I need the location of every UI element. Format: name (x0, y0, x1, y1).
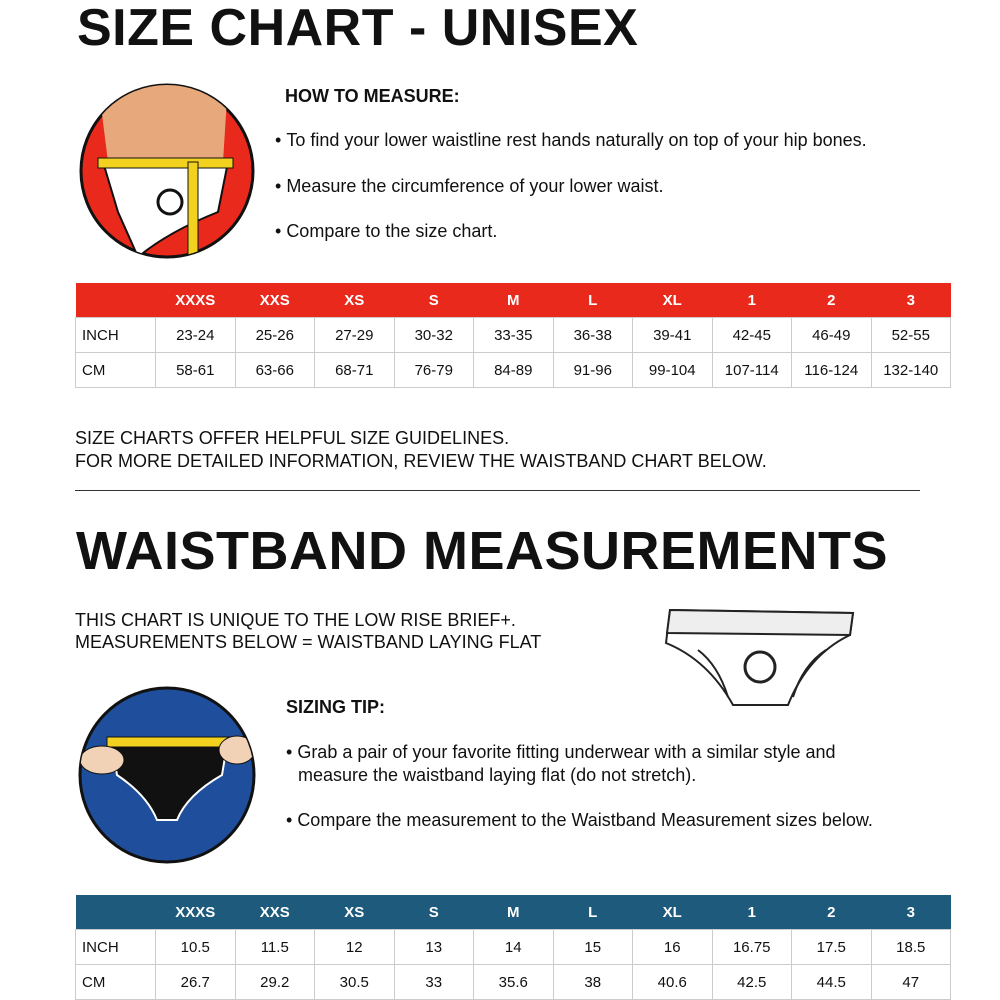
cell: 52-55 (870, 317, 951, 353)
header-cell: M (473, 283, 553, 318)
cell: 46-49 (791, 317, 872, 353)
cell: 33-35 (473, 317, 554, 353)
header-cell: L (553, 895, 633, 930)
cell: 15 (552, 929, 633, 965)
cell: 99-104 (632, 352, 713, 388)
header-cell: 3 (871, 895, 951, 930)
cell: 107-114 (711, 352, 792, 388)
cell: 33 (393, 964, 474, 1000)
cell: 91-96 (552, 352, 633, 388)
bullet: Compare to the size chart. (275, 220, 967, 243)
cell: 84-89 (473, 352, 554, 388)
cell: 47 (870, 964, 951, 1000)
heading: SIZING TIP: (286, 697, 385, 717)
bullet: To find your lower waistline rest hands … (275, 129, 967, 152)
cell: 23-24 (155, 317, 236, 353)
brief-illustration (664, 608, 855, 706)
note: FOR MORE DETAILED INFORMATION, REVIEW TH… (75, 451, 767, 471)
header-cell: 1 (712, 283, 792, 318)
row: CM 26.7 29.2 30.5 33 35.6 38 40.6 42.5 44.5 47 (75, 964, 951, 1000)
cell: 30.5 (314, 964, 395, 1000)
cell: 11.5 (234, 929, 315, 965)
cell: 10.5 (155, 929, 236, 965)
header-cell: XXS (235, 283, 315, 318)
cell: 42-45 (711, 317, 792, 353)
bullet: Compare the measurement to the Waistband… (286, 809, 978, 832)
cell: 16.75 (711, 929, 792, 965)
cell: 132-140 (870, 352, 951, 388)
title: SIZE CHART - UNISEX (77, 0, 639, 57)
row-label: CM (75, 352, 156, 388)
cell: 36-38 (552, 317, 633, 353)
intro: THIS CHART IS UNIQUE TO THE LOW RISE BRI… (75, 610, 516, 630)
cell: 40.6 (632, 964, 713, 1000)
header-cell (75, 895, 156, 930)
cell: 17.5 (791, 929, 872, 965)
header-cell: XXXS (155, 895, 235, 930)
cell: 14 (473, 929, 554, 965)
size-table: XXXS XXS XS S M L XL 1 2 3 INCH 23-24 25-26 27-29 30-3… (75, 283, 951, 388)
header-row: XXXS XXS XS S M L XL 1 2 3 (75, 283, 951, 318)
cell: 35.6 (473, 964, 554, 1000)
note: SIZE CHARTS OFFER HELPFUL SIZE GUIDELINE… (75, 428, 510, 448)
header-cell: 2 (791, 895, 871, 930)
header-cell: M (473, 895, 553, 930)
bullet: Grab a pair of your favorite fitting und… (286, 741, 898, 787)
header-cell: XXS (235, 895, 315, 930)
title: WAISTBAND MEASUREMENTS (76, 521, 889, 581)
cell: 29.2 (234, 964, 315, 1000)
row-label: INCH (75, 929, 156, 965)
header-cell: L (553, 283, 633, 318)
header-cell: 3 (871, 283, 951, 318)
divider (75, 490, 920, 491)
cell: 42.5 (711, 964, 792, 1000)
measure-illustration (79, 83, 255, 259)
waistband-illustration (78, 686, 256, 864)
header-cell: S (394, 283, 474, 318)
cell: 27-29 (314, 317, 395, 353)
row: INCH 10.5 11.5 12 13 14 15 16 16.75 17.5 18.5 (75, 929, 951, 965)
cell: 39-41 (632, 317, 713, 353)
row-label: CM (75, 964, 156, 1000)
header-cell: XS (314, 283, 394, 318)
header-cell: 2 (791, 283, 871, 318)
row: CM 58-61 63-66 68-71 76-79 84-89 91-96 99-104 10… (75, 352, 951, 388)
cell: 18.5 (870, 929, 951, 965)
header-row: XXXS XXS XS S M L XL 1 2 3 (75, 895, 951, 930)
cell: 44.5 (791, 964, 872, 1000)
cell: 68-71 (314, 352, 395, 388)
cell: 116-124 (791, 352, 872, 388)
cell: 63-66 (234, 352, 315, 388)
header-cell: XS (314, 895, 394, 930)
intro: MEASUREMENTS BELOW = WAISTBAND LAYING FL… (75, 632, 542, 652)
row: INCH 23-24 25-26 27-29 30-32 33-35 36-38 39-41 4… (75, 317, 951, 353)
header-cell (75, 283, 156, 318)
cell: 13 (393, 929, 474, 965)
cell: 58-61 (155, 352, 236, 388)
row-label: INCH (75, 317, 156, 353)
cell: 26.7 (155, 964, 236, 1000)
cell: 16 (632, 929, 713, 965)
cell: 12 (314, 929, 395, 965)
waistband-table: XXXS XXS XS S M L XL 1 2 3 INCH 10.5 11.5 12 13 14 15 16 1… (75, 895, 951, 1000)
header-cell: 1 (712, 895, 792, 930)
bullet: Measure the circumference of your lower … (275, 175, 967, 198)
header-cell: XL (632, 895, 712, 930)
cell: 25-26 (234, 317, 315, 353)
header-cell: XL (632, 283, 712, 318)
header-cell: S (394, 895, 474, 930)
cell: 38 (552, 964, 633, 1000)
header-cell: XXXS (155, 283, 235, 318)
heading: HOW TO MEASURE: (285, 86, 460, 106)
cell: 76-79 (393, 352, 474, 388)
cell: 30-32 (393, 317, 474, 353)
